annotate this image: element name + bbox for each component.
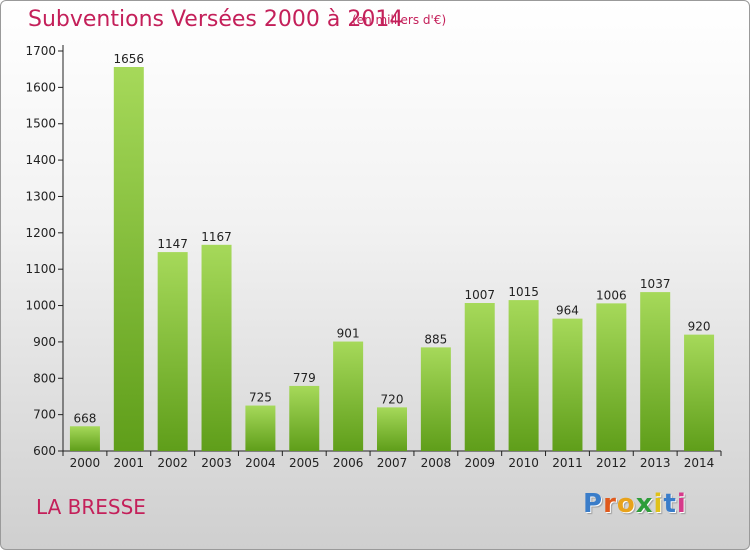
y-tick-label: 1600 (25, 80, 56, 94)
bar (333, 341, 364, 451)
bar (69, 426, 100, 451)
bar (377, 407, 407, 451)
x-tick-label: 2011 (552, 456, 583, 470)
data-label: 1167 (201, 230, 232, 244)
x-tick-label: 2000 (70, 456, 101, 470)
logo-letter: i (676, 489, 687, 519)
y-tick-label: 600 (33, 444, 56, 458)
data-label: 901 (337, 327, 360, 341)
x-tick-label: 2014 (684, 456, 715, 470)
x-tick-label: 2009 (464, 456, 495, 470)
x-tick-label: 2003 (201, 456, 232, 470)
logo-letter: x (635, 489, 654, 519)
data-label: 1006 (596, 288, 627, 302)
bar (157, 252, 188, 451)
data-label: 1037 (640, 277, 671, 291)
x-tick-label: 2006 (333, 456, 364, 470)
bar (245, 405, 276, 451)
logo-letter: t (663, 489, 677, 519)
bar (640, 292, 671, 451)
proxiti-logo[interactable]: Proxiti (583, 489, 687, 519)
logo-letter: r (603, 489, 617, 519)
data-label: 668 (73, 411, 96, 425)
y-tick-label: 1200 (25, 226, 56, 240)
x-tick-label: 2008 (421, 456, 452, 470)
y-tick-label: 1400 (25, 153, 56, 167)
x-tick-label: 2004 (245, 456, 276, 470)
bar (201, 244, 232, 451)
logo-letter: i (653, 489, 664, 519)
data-label: 920 (688, 320, 711, 334)
x-tick-label: 2002 (157, 456, 188, 470)
bar (596, 303, 627, 451)
y-tick-label: 900 (33, 335, 56, 349)
bar (684, 334, 715, 451)
chart-subtitle: (en milliers d'€) (352, 13, 447, 27)
data-label: 1015 (508, 285, 539, 299)
data-label: 885 (424, 332, 447, 346)
bar (113, 67, 144, 451)
data-label: 1147 (157, 237, 188, 251)
y-tick-label: 1100 (25, 262, 56, 276)
chart-title: Subventions Versées 2000 à 2014 (28, 7, 404, 32)
commune-name: LA BRESSE (36, 495, 146, 519)
y-tick-label: 1700 (25, 44, 56, 58)
data-label: 720 (381, 392, 404, 406)
y-tick-label: 1300 (25, 189, 56, 203)
x-tick-label: 2005 (289, 456, 320, 470)
data-label: 779 (293, 371, 316, 385)
y-tick-label: 700 (33, 408, 56, 422)
data-label: 1007 (464, 288, 495, 302)
x-tick-label: 2013 (640, 456, 671, 470)
logo-letter: P (583, 489, 604, 519)
bar (508, 300, 539, 451)
x-tick-label: 2012 (596, 456, 627, 470)
y-tick-label: 1000 (25, 299, 56, 313)
bar (464, 303, 495, 451)
logo-letter: o (616, 489, 636, 519)
data-label: 1656 (114, 52, 145, 66)
data-label: 964 (556, 304, 579, 318)
y-tick-label: 1500 (25, 117, 56, 131)
bar (289, 385, 320, 451)
y-tick-label: 800 (33, 371, 56, 385)
data-label: 725 (249, 391, 272, 405)
x-tick-label: 2007 (377, 456, 408, 470)
bar (552, 318, 583, 451)
bar (420, 347, 451, 451)
x-tick-label: 2010 (508, 456, 539, 470)
x-tick-label: 2001 (114, 456, 145, 470)
